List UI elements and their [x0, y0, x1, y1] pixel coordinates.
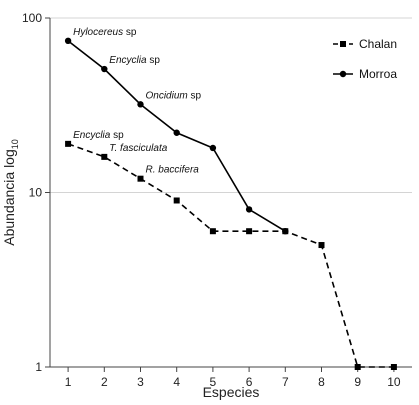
annotation-1: Hylocereus sp	[73, 27, 137, 38]
legend: Chalan Morroa	[333, 37, 397, 81]
point-chalan-10	[390, 364, 397, 370]
point-chalan-9	[354, 364, 361, 370]
annotation-6: R. baccifera	[146, 165, 200, 176]
point-morroa-2	[101, 65, 108, 73]
point-morroa-6	[245, 206, 253, 213]
point-chalan-8	[318, 242, 325, 249]
point-morroa-5	[209, 144, 217, 152]
point-chalan-2	[101, 153, 108, 160]
x-tick-labels: 1 2 3 4 5 6 7 8 9 10	[65, 367, 401, 389]
point-morroa-7	[282, 228, 289, 235]
grid-layer	[50, 17, 412, 193]
x-axis-title: Especies	[203, 384, 260, 400]
x-tick-label-7: 7	[282, 375, 289, 389]
y-tick-label-10: 10	[29, 186, 43, 200]
legend-item-morroa: Morroa	[333, 67, 397, 81]
point-morroa-1	[64, 37, 72, 45]
series-layer	[64, 37, 397, 370]
legend-label-morroa: Morroa	[359, 67, 397, 81]
x-tick-label-10: 10	[387, 375, 401, 389]
annotation-3: Oncidium sp	[146, 90, 202, 101]
annotation-4: Encyclia sp	[73, 130, 124, 141]
point-morroa-3	[137, 101, 144, 108]
annotation-5: T. fasciculata	[109, 143, 167, 154]
x-tick-label-2: 2	[101, 375, 108, 389]
annotation-2: Encyclia sp	[109, 55, 160, 66]
series-chalan	[65, 140, 397, 370]
y-tick-label-100: 100	[22, 11, 42, 25]
series-morroa	[64, 37, 289, 235]
legend-marker-morroa	[339, 70, 347, 78]
y-axis-title: Abundancia log10	[1, 139, 20, 246]
y-axis-title-subscript: 10	[10, 139, 20, 149]
x-tick-label-4: 4	[173, 375, 180, 389]
x-tick-label-9: 9	[354, 375, 361, 389]
point-chalan-3	[137, 175, 144, 182]
point-chalan-5	[209, 228, 216, 235]
x-tick-label-3: 3	[137, 375, 144, 389]
y-tick-labels: 1 10 100	[22, 11, 50, 374]
point-chalan-1	[65, 140, 72, 147]
point-chalan-4	[173, 197, 180, 204]
legend-marker-chalan	[340, 41, 346, 47]
legend-label-chalan: Chalan	[359, 37, 397, 51]
legend-item-chalan: Chalan	[333, 37, 397, 51]
y-axis-title-main: Abundancia log	[1, 149, 17, 246]
x-tick-label-5: 5	[210, 375, 217, 389]
x-tick-label-6: 6	[246, 375, 253, 389]
point-chalan-6	[246, 228, 253, 235]
series-line-chalan	[67, 143, 394, 368]
annotations-layer: Hylocereus sp Encyclia sp Oncidium sp Encyc…	[73, 27, 201, 176]
x-tick-label-8: 8	[318, 375, 325, 389]
point-morroa-4	[173, 129, 180, 136]
x-tick-label-1: 1	[65, 375, 72, 389]
y-tick-label-1: 1	[35, 360, 42, 374]
